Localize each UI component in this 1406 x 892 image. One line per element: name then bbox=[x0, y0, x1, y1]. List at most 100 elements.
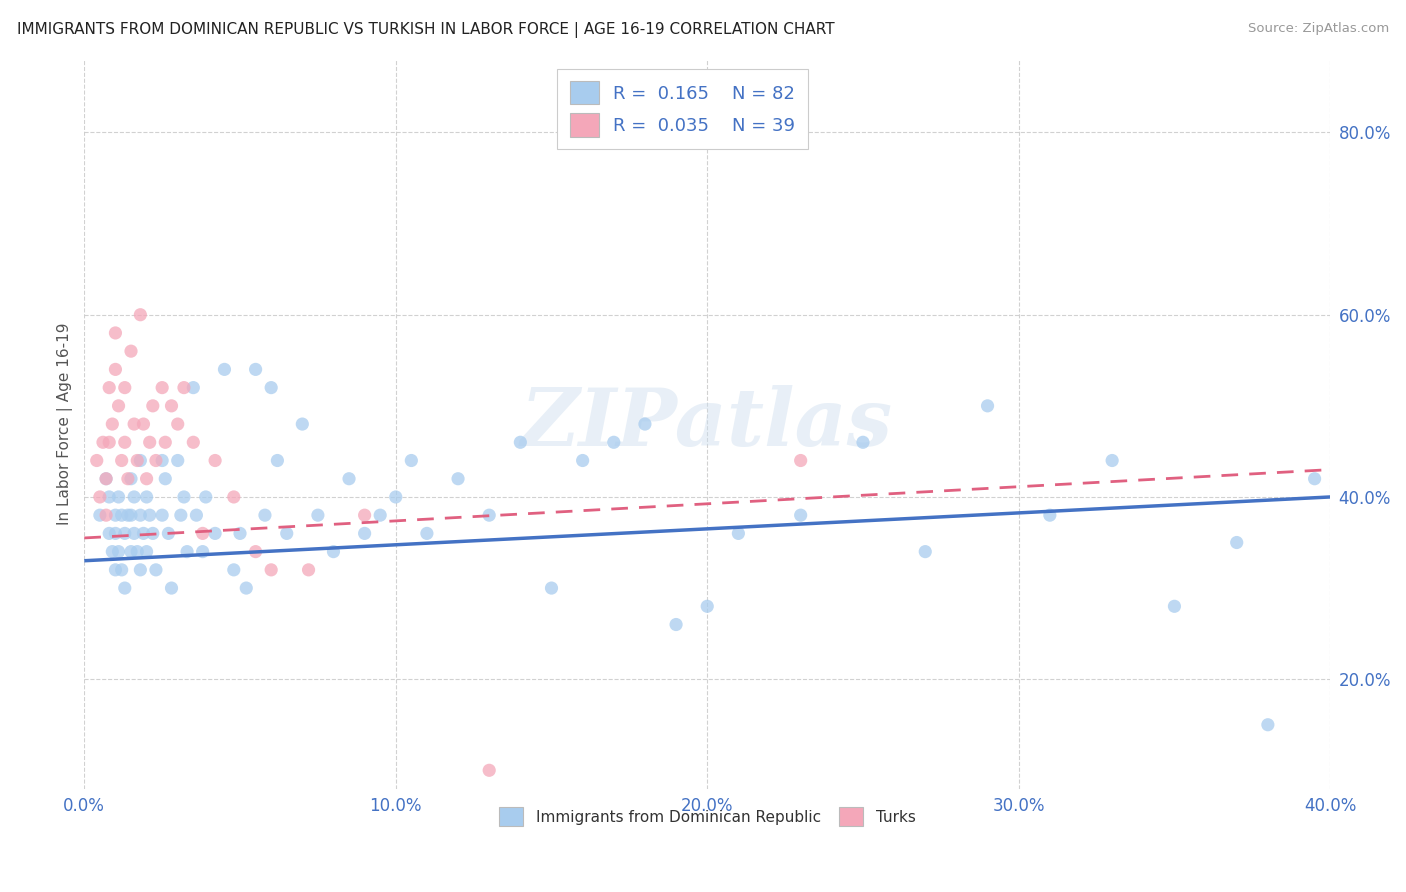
Point bbox=[276, 526, 298, 541]
Point bbox=[98, 490, 121, 504]
Point bbox=[117, 508, 139, 523]
Point bbox=[127, 453, 149, 467]
Point bbox=[101, 544, 124, 558]
Point bbox=[98, 435, 121, 450]
Point bbox=[260, 381, 283, 395]
Point bbox=[122, 526, 145, 541]
Point bbox=[150, 508, 173, 523]
Point bbox=[104, 563, 127, 577]
Point bbox=[122, 417, 145, 431]
Point bbox=[353, 526, 375, 541]
Point bbox=[204, 453, 226, 467]
Point bbox=[665, 617, 688, 632]
Point bbox=[120, 508, 142, 523]
Point bbox=[1303, 472, 1326, 486]
Point bbox=[94, 508, 117, 523]
Point bbox=[245, 544, 267, 558]
Point bbox=[135, 472, 157, 486]
Point bbox=[976, 399, 998, 413]
Point bbox=[170, 508, 193, 523]
Text: IMMIGRANTS FROM DOMINICAN REPUBLIC VS TURKISH IN LABOR FORCE | AGE 16-19 CORRELA: IMMIGRANTS FROM DOMINICAN REPUBLIC VS TU… bbox=[17, 22, 835, 38]
Point bbox=[132, 526, 155, 541]
Point bbox=[114, 581, 136, 595]
Point bbox=[91, 435, 114, 450]
Point bbox=[181, 435, 204, 450]
Point bbox=[107, 399, 129, 413]
Y-axis label: In Labor Force | Age 16-19: In Labor Force | Age 16-19 bbox=[58, 323, 73, 525]
Point bbox=[245, 362, 267, 376]
Point bbox=[111, 508, 134, 523]
Point bbox=[114, 526, 136, 541]
Point bbox=[260, 563, 283, 577]
Point bbox=[107, 544, 129, 558]
Point bbox=[127, 544, 149, 558]
Point bbox=[297, 563, 319, 577]
Point bbox=[789, 453, 811, 467]
Point bbox=[194, 490, 217, 504]
Point bbox=[266, 453, 288, 467]
Point bbox=[104, 326, 127, 340]
Point bbox=[150, 381, 173, 395]
Point bbox=[914, 544, 936, 558]
Point bbox=[852, 435, 875, 450]
Point bbox=[132, 417, 155, 431]
Point bbox=[176, 544, 198, 558]
Point bbox=[86, 453, 108, 467]
Point bbox=[129, 563, 152, 577]
Point bbox=[94, 472, 117, 486]
Point bbox=[160, 581, 183, 595]
Point bbox=[416, 526, 439, 541]
Point bbox=[114, 381, 136, 395]
Point bbox=[353, 508, 375, 523]
Point bbox=[222, 490, 245, 504]
Point bbox=[181, 381, 204, 395]
Point bbox=[307, 508, 329, 523]
Point bbox=[160, 399, 183, 413]
Point bbox=[155, 435, 177, 450]
Point bbox=[214, 362, 236, 376]
Text: ZIPatlas: ZIPatlas bbox=[522, 385, 893, 463]
Point bbox=[727, 526, 749, 541]
Point bbox=[129, 308, 152, 322]
Point bbox=[104, 362, 127, 376]
Point bbox=[89, 508, 111, 523]
Point bbox=[150, 453, 173, 467]
Point bbox=[129, 508, 152, 523]
Point bbox=[111, 453, 134, 467]
Point bbox=[145, 563, 167, 577]
Point bbox=[122, 490, 145, 504]
Point bbox=[120, 344, 142, 359]
Point bbox=[145, 453, 167, 467]
Point bbox=[337, 472, 360, 486]
Point bbox=[1163, 599, 1185, 614]
Point bbox=[155, 472, 177, 486]
Point bbox=[138, 508, 160, 523]
Point bbox=[204, 526, 226, 541]
Point bbox=[229, 526, 252, 541]
Point bbox=[509, 435, 531, 450]
Point bbox=[696, 599, 718, 614]
Point bbox=[166, 417, 188, 431]
Point bbox=[138, 435, 160, 450]
Point bbox=[157, 526, 180, 541]
Point bbox=[291, 417, 314, 431]
Point bbox=[98, 381, 121, 395]
Point bbox=[1226, 535, 1249, 549]
Point bbox=[789, 508, 811, 523]
Point bbox=[540, 581, 562, 595]
Legend: Immigrants from Dominican Republic, Turks: Immigrants from Dominican Republic, Turk… bbox=[489, 797, 925, 836]
Point bbox=[98, 526, 121, 541]
Point bbox=[571, 453, 593, 467]
Point bbox=[135, 544, 157, 558]
Point bbox=[166, 453, 188, 467]
Point bbox=[478, 764, 501, 778]
Point bbox=[107, 490, 129, 504]
Point bbox=[120, 544, 142, 558]
Point bbox=[186, 508, 208, 523]
Point bbox=[191, 526, 214, 541]
Point bbox=[478, 508, 501, 523]
Point bbox=[1039, 508, 1062, 523]
Point bbox=[142, 526, 165, 541]
Point bbox=[253, 508, 276, 523]
Point bbox=[447, 472, 470, 486]
